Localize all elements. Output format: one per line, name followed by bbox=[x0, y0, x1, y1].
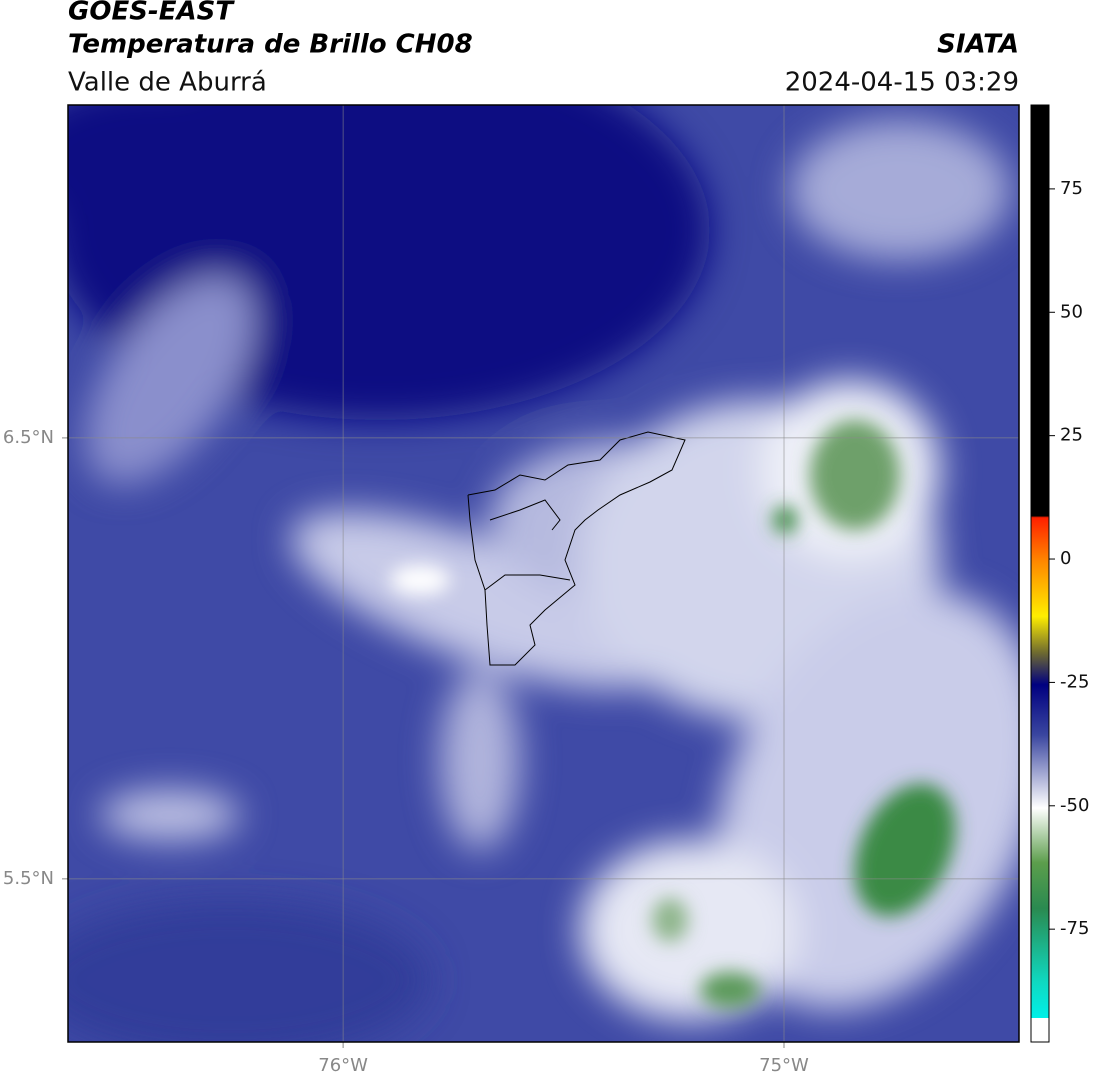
colorbar-frame bbox=[1030, 104, 1050, 1043]
colorbar-tick-label: 75 bbox=[1060, 178, 1083, 199]
colorbar-tick-label: 25 bbox=[1060, 425, 1083, 446]
colorbar-tick-label: -50 bbox=[1060, 795, 1089, 816]
x-tick-label: 75°W bbox=[759, 1055, 809, 1076]
graticule bbox=[62, 105, 1019, 1048]
header: GOES-EAST Temperatura de Brillo CH08 Val… bbox=[68, 0, 1019, 98]
region: Valle de Aburrá bbox=[68, 68, 267, 98]
subtitle: Temperatura de Brillo CH08 bbox=[68, 30, 473, 60]
title: GOES-EAST bbox=[68, 0, 235, 27]
satellite-field bbox=[68, 105, 1019, 1042]
colorbar-tick-label: 0 bbox=[1060, 548, 1071, 569]
source: SIATA bbox=[937, 30, 1019, 60]
colorbar-tick-label: -75 bbox=[1060, 918, 1089, 939]
municipal-border bbox=[489, 499, 561, 531]
y-tick-label: 5.5°N bbox=[3, 868, 54, 889]
map-frame bbox=[67, 104, 1020, 1043]
y-tick-label: 6.5°N bbox=[3, 427, 54, 448]
colorbar-tick-label: -25 bbox=[1060, 671, 1089, 692]
datetime: 2024-04-15 03:29 bbox=[785, 68, 1019, 98]
colorbar-tick-label: 50 bbox=[1060, 301, 1083, 322]
colorbar-under bbox=[1031, 1018, 1049, 1042]
colorbar bbox=[1031, 105, 1049, 1018]
x-tick-label: 76°W bbox=[318, 1055, 368, 1076]
municipal-border bbox=[484, 574, 571, 591]
valley-outline bbox=[467, 431, 686, 666]
